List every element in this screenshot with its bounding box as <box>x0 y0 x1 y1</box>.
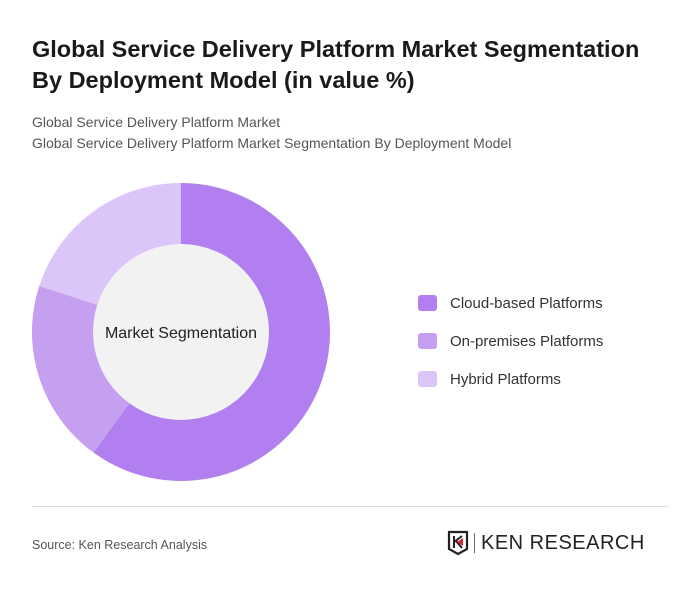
legend-label: Cloud-based Platforms <box>450 294 603 312</box>
center-label: Market Segmentation <box>105 325 257 342</box>
source-note: Source: Ken Research Analysis <box>32 538 208 552</box>
legend-label: On-premises Platforms <box>450 332 604 350</box>
chart-subtitle-2: Global Service Delivery Platform Market … <box>32 135 512 151</box>
chart-title: Global Service Delivery Platform Market … <box>32 36 640 93</box>
legend: Cloud-based Platforms On-premises Platfo… <box>418 284 603 398</box>
donut-center <box>93 244 269 420</box>
chart-subtitle: Global Service Delivery Platform Market <box>32 114 281 130</box>
legend-swatch <box>418 371 437 387</box>
logo-text: KEN RESEARCH <box>481 531 645 554</box>
logo-shield-icon <box>447 530 469 556</box>
legend-swatch <box>418 295 437 311</box>
logo-separator <box>474 533 475 553</box>
legend-item-hybrid[interactable]: Hybrid Platforms <box>418 360 603 398</box>
legend-label: Hybrid Platforms <box>450 370 561 388</box>
legend-item-cloud[interactable]: Cloud-based Platforms <box>418 284 603 322</box>
ken-research-logo: KEN RESEARCH <box>447 530 645 556</box>
legend-swatch <box>418 333 437 349</box>
divider <box>32 506 668 507</box>
legend-item-on-premises[interactable]: On-premises Platforms <box>418 322 603 360</box>
